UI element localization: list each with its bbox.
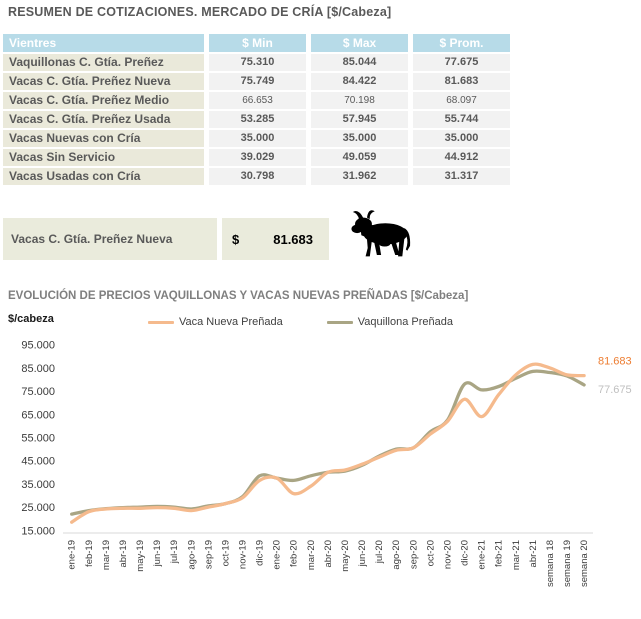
y-axis-tick-label: 55.000 (21, 433, 55, 445)
series-line (70, 362, 586, 524)
x-axis-tick-label: oct-20 (425, 540, 436, 566)
x-axis-tick-label: abr-21 (528, 540, 539, 567)
summary-table: Vientres $ Min $ Max $ Prom. Vaquillonas C. … (3, 34, 510, 185)
y-axis-tick-label: 25.000 (21, 502, 55, 514)
cow-icon (351, 210, 411, 257)
y-axis-tick-label: 75.000 (21, 386, 55, 398)
min-value-cell[interactable]: 39.029 (209, 149, 306, 166)
legend-label: Vaquillona Preñada (357, 316, 453, 328)
x-axis-tick-label: jul-19 (169, 540, 180, 564)
x-axis-tick-label: jun-19 (152, 540, 163, 567)
highlight-label[interactable]: Vacas C. Gtía. Preñez Nueva (3, 218, 217, 260)
x-axis-tick-label: mar-20 (306, 540, 317, 570)
row-label-cell[interactable]: Vacas C. Gtía. Preñez Medio (3, 92, 204, 109)
legend-item[interactable]: Vaquillona Preñada (326, 316, 453, 328)
x-axis-tick-label: feb-20 (289, 540, 300, 567)
prom-value-cell[interactable]: 68.097 (413, 92, 510, 109)
column-header[interactable]: $ Min (209, 34, 306, 52)
x-axis-tick-label: semana 18 (545, 540, 556, 587)
legend-line-swatch (148, 320, 174, 324)
x-axis-tick-label: nov-19 (238, 540, 249, 569)
min-value-cell[interactable]: 53.285 (209, 111, 306, 128)
page-title: RESUMEN DE COTIZACIONES. MERCADO DE CRÍA… (8, 5, 392, 19)
prom-value-cell[interactable]: 81.683 (413, 73, 510, 90)
x-axis-tick-label: dic-19 (255, 540, 266, 566)
chart-y-axis-title: $/cabeza (8, 313, 54, 325)
x-axis-tick-label: dic-20 (460, 540, 471, 566)
legend-label: Vaca Nueva Preñada (179, 316, 283, 328)
x-axis-tick-label: nov-20 (442, 540, 453, 569)
x-axis-tick-label: semana 19 (562, 540, 573, 587)
x-axis-tick-label: oct-19 (220, 540, 231, 566)
x-axis-tick-label: jun-20 (357, 540, 368, 567)
chart-legend: Vaca Nueva Preñada Vaquillona Preñada (148, 316, 453, 328)
x-axis-tick-label: ene-20 (272, 540, 283, 570)
row-label-cell[interactable]: Vaquillonas C. Gtía. Preñez (3, 54, 204, 71)
column-header[interactable]: $ Max (311, 34, 408, 52)
highlight-value-cell[interactable]: $ 81.683 (222, 218, 329, 260)
highlight-value: 81.683 (273, 231, 313, 247)
series-end-data-label: 77.675 (598, 384, 632, 396)
x-axis-tick-label: feb-19 (84, 540, 95, 567)
y-axis-tick-label: 15.000 (21, 525, 55, 537)
x-axis-tick-label: ago-20 (391, 540, 402, 570)
currency-symbol: $ (232, 231, 240, 247)
x-axis-tick-label: ago-19 (186, 540, 197, 570)
max-value-cell[interactable]: 70.198 (311, 92, 408, 109)
prom-value-cell[interactable]: 55.744 (413, 111, 510, 128)
chart-title: EVOLUCIÓN DE PRECIOS VAQUILLONAS Y VACAS… (8, 290, 469, 302)
x-axis-tick-label: may-19 (135, 540, 146, 572)
column-header[interactable]: $ Prom. (413, 34, 510, 52)
prom-value-cell[interactable]: 31.317 (413, 168, 510, 185)
x-axis-tick-label: semana 20 (579, 540, 590, 587)
max-value-cell[interactable]: 57.945 (311, 111, 408, 128)
y-axis-tick-label: 95.000 (21, 340, 55, 352)
y-axis-tick-label: 85.000 (21, 363, 55, 375)
min-value-cell[interactable]: 75.310 (209, 54, 306, 71)
min-value-cell[interactable]: 66.653 (209, 92, 306, 109)
x-axis-tick-label: mar-19 (101, 540, 112, 570)
prom-value-cell[interactable]: 44.912 (413, 149, 510, 166)
x-axis-tick-label: abr-19 (118, 540, 129, 567)
max-value-cell[interactable]: 35.000 (311, 130, 408, 147)
prom-value-cell[interactable]: 35.000 (413, 130, 510, 147)
x-axis-tick-label: sep-20 (408, 540, 419, 569)
price-evolution-chart: 15.000 25.000 35.000 45.000 55.000 65.000 75.0… (21, 340, 632, 587)
x-axis-tick-label: mar-21 (511, 540, 522, 570)
series-end-data-label: 81.683 (598, 356, 632, 368)
x-axis-tick-label: feb-21 (494, 540, 505, 567)
row-label-cell[interactable]: Vacas C. Gtía. Preñez Usada (3, 111, 204, 128)
legend-item[interactable]: Vaca Nueva Preñada (148, 316, 283, 328)
row-label-cell[interactable]: Vacas Nuevas con Cría (3, 130, 204, 147)
max-value-cell[interactable]: 85.044 (311, 54, 408, 71)
prom-value-cell[interactable]: 77.675 (413, 54, 510, 71)
max-value-cell[interactable]: 31.962 (311, 168, 408, 185)
x-axis-tick-label: ene-19 (67, 540, 78, 570)
row-label-cell[interactable]: Vacas C. Gtía. Preñez Nueva (3, 73, 204, 90)
max-value-cell[interactable]: 84.422 (311, 73, 408, 90)
x-axis-tick-label: sep-19 (203, 540, 214, 569)
max-value-cell[interactable]: 49.059 (311, 149, 408, 166)
min-value-cell[interactable]: 75.749 (209, 73, 306, 90)
legend-line-swatch (326, 320, 353, 324)
row-label-cell[interactable]: Vacas Sin Servicio (3, 149, 204, 166)
y-axis-tick-label: 65.000 (21, 409, 55, 421)
y-axis-tick-label: 45.000 (21, 456, 55, 468)
min-value-cell[interactable]: 30.798 (209, 168, 306, 185)
y-axis-tick-label: 35.000 (21, 479, 55, 491)
series-line (70, 369, 586, 516)
column-header[interactable]: Vientres (3, 34, 204, 52)
x-axis-tick-label: may-20 (340, 540, 351, 572)
x-axis-tick-label: abr-20 (323, 540, 334, 567)
x-axis-tick-label: jul-20 (374, 540, 385, 564)
row-label-cell[interactable]: Vacas Usadas con Cría (3, 168, 204, 185)
min-value-cell[interactable]: 35.000 (209, 130, 306, 147)
x-axis-tick-label: ene-21 (477, 540, 488, 570)
